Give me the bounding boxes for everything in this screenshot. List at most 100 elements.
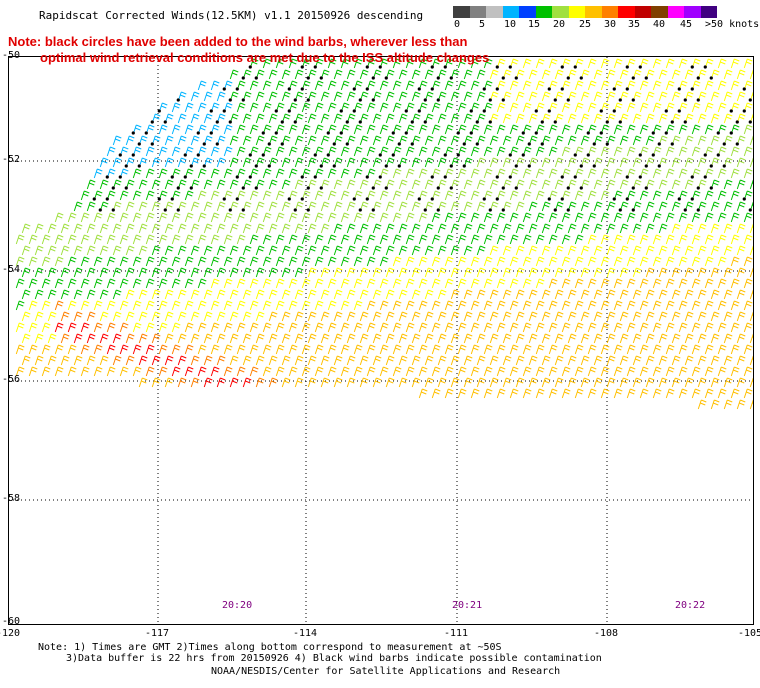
- wind-barb: [535, 256, 545, 267]
- wind-barb: [671, 69, 681, 80]
- wind-barb: [561, 234, 571, 245]
- wind-barb: [496, 322, 506, 333]
- wind-barb: [704, 102, 714, 113]
- wind-barb: [398, 311, 408, 322]
- wind-barb: [431, 234, 441, 245]
- wind-barb: [431, 344, 441, 355]
- wind-barb: [385, 113, 395, 124]
- contamination-marker: [677, 109, 681, 113]
- contamination-marker: [573, 153, 577, 157]
- wind-barb: [424, 267, 434, 278]
- wind-barb: [86, 201, 96, 212]
- wind-barb: [73, 311, 83, 322]
- wind-barb: [86, 355, 96, 366]
- wind-barb: [613, 234, 623, 245]
- wind-barb: [444, 80, 454, 91]
- contamination-marker: [631, 186, 635, 190]
- wind-barb: [463, 179, 473, 190]
- wind-barb: [197, 190, 207, 201]
- wind-barb: [574, 300, 584, 311]
- wind-barb: [385, 333, 395, 344]
- wind-barb: [483, 168, 493, 179]
- wind-barb: [125, 201, 135, 212]
- contamination-marker: [176, 186, 180, 190]
- wind-barb: [229, 289, 239, 300]
- wind-barb: [678, 58, 688, 69]
- wind-barb: [294, 245, 304, 256]
- wind-barb: [333, 355, 343, 366]
- latitude-tick-label: -56: [2, 374, 21, 385]
- wind-barb: [665, 190, 675, 201]
- contamination-marker: [709, 164, 713, 168]
- wind-barb: [268, 333, 278, 344]
- wind-barb: [645, 113, 655, 124]
- wind-barb: [34, 267, 44, 278]
- wind-barb: [268, 289, 278, 300]
- contamination-marker: [326, 131, 330, 135]
- wind-barb: [41, 278, 51, 289]
- wind-barb: [671, 201, 681, 212]
- wind-barb: [184, 366, 194, 377]
- wind-barb: [632, 223, 642, 234]
- wind-barb: [743, 388, 753, 399]
- wind-barb: [476, 179, 486, 190]
- wind-barb: [652, 256, 662, 267]
- colorbar-swatch: [634, 6, 651, 18]
- wind-barb: [548, 124, 558, 135]
- wind-barb: [678, 146, 688, 157]
- wind-barb: [106, 278, 116, 289]
- wind-barb: [158, 322, 168, 333]
- contamination-marker: [547, 87, 551, 91]
- wind-barb: [294, 223, 304, 234]
- wind-barb: [658, 113, 668, 124]
- wind-barb: [301, 256, 311, 267]
- wind-barb: [476, 377, 486, 388]
- wind-barb: [268, 201, 278, 212]
- wind-barb: [67, 256, 77, 267]
- wind-barb: [359, 311, 369, 322]
- wind-barb: [619, 69, 629, 80]
- wind-barb: [418, 124, 428, 135]
- wind-barb: [554, 311, 564, 322]
- wind-barb: [528, 377, 538, 388]
- wind-barb: [262, 212, 272, 223]
- contamination-marker: [209, 109, 213, 113]
- wind-barb: [717, 190, 727, 201]
- wind-barb: [671, 377, 681, 388]
- wind-barb: [749, 179, 753, 190]
- wind-barb: [67, 344, 77, 355]
- wind-barb: [717, 366, 727, 377]
- contamination-marker: [235, 175, 239, 179]
- footer-note-line1: Note: 1) Times are GMT 2)Times along bot…: [38, 642, 502, 653]
- wind-barb: [470, 256, 480, 267]
- wind-barb: [268, 311, 278, 322]
- wind-barb: [392, 256, 402, 267]
- wind-barb: [593, 377, 603, 388]
- wind-barb: [606, 267, 616, 278]
- wind-barb: [242, 245, 252, 256]
- wind-barb: [639, 344, 649, 355]
- wind-barb: [717, 212, 727, 223]
- wind-barb: [418, 146, 428, 157]
- contamination-marker: [384, 164, 388, 168]
- wind-barb: [593, 289, 603, 300]
- longitude-tick-label: -108: [594, 628, 619, 639]
- wind-barb: [723, 333, 733, 344]
- wind-barb: [470, 168, 480, 179]
- wind-barb: [73, 355, 83, 366]
- wind-barb: [301, 278, 311, 289]
- wind-barb: [262, 300, 272, 311]
- wind-barb: [327, 278, 337, 289]
- wind-barb: [223, 322, 233, 333]
- wind-barb: [541, 245, 551, 256]
- contamination-marker: [293, 120, 297, 124]
- colorbar-swatch: [618, 6, 635, 18]
- wind-barb: [340, 168, 350, 179]
- contamination-marker: [397, 142, 401, 146]
- wind-barb: [392, 102, 402, 113]
- wind-barb: [177, 223, 187, 234]
- wind-barb: [496, 366, 506, 377]
- wind-barb: [535, 388, 545, 399]
- wind-barb: [418, 278, 428, 289]
- wind-barb: [697, 355, 707, 366]
